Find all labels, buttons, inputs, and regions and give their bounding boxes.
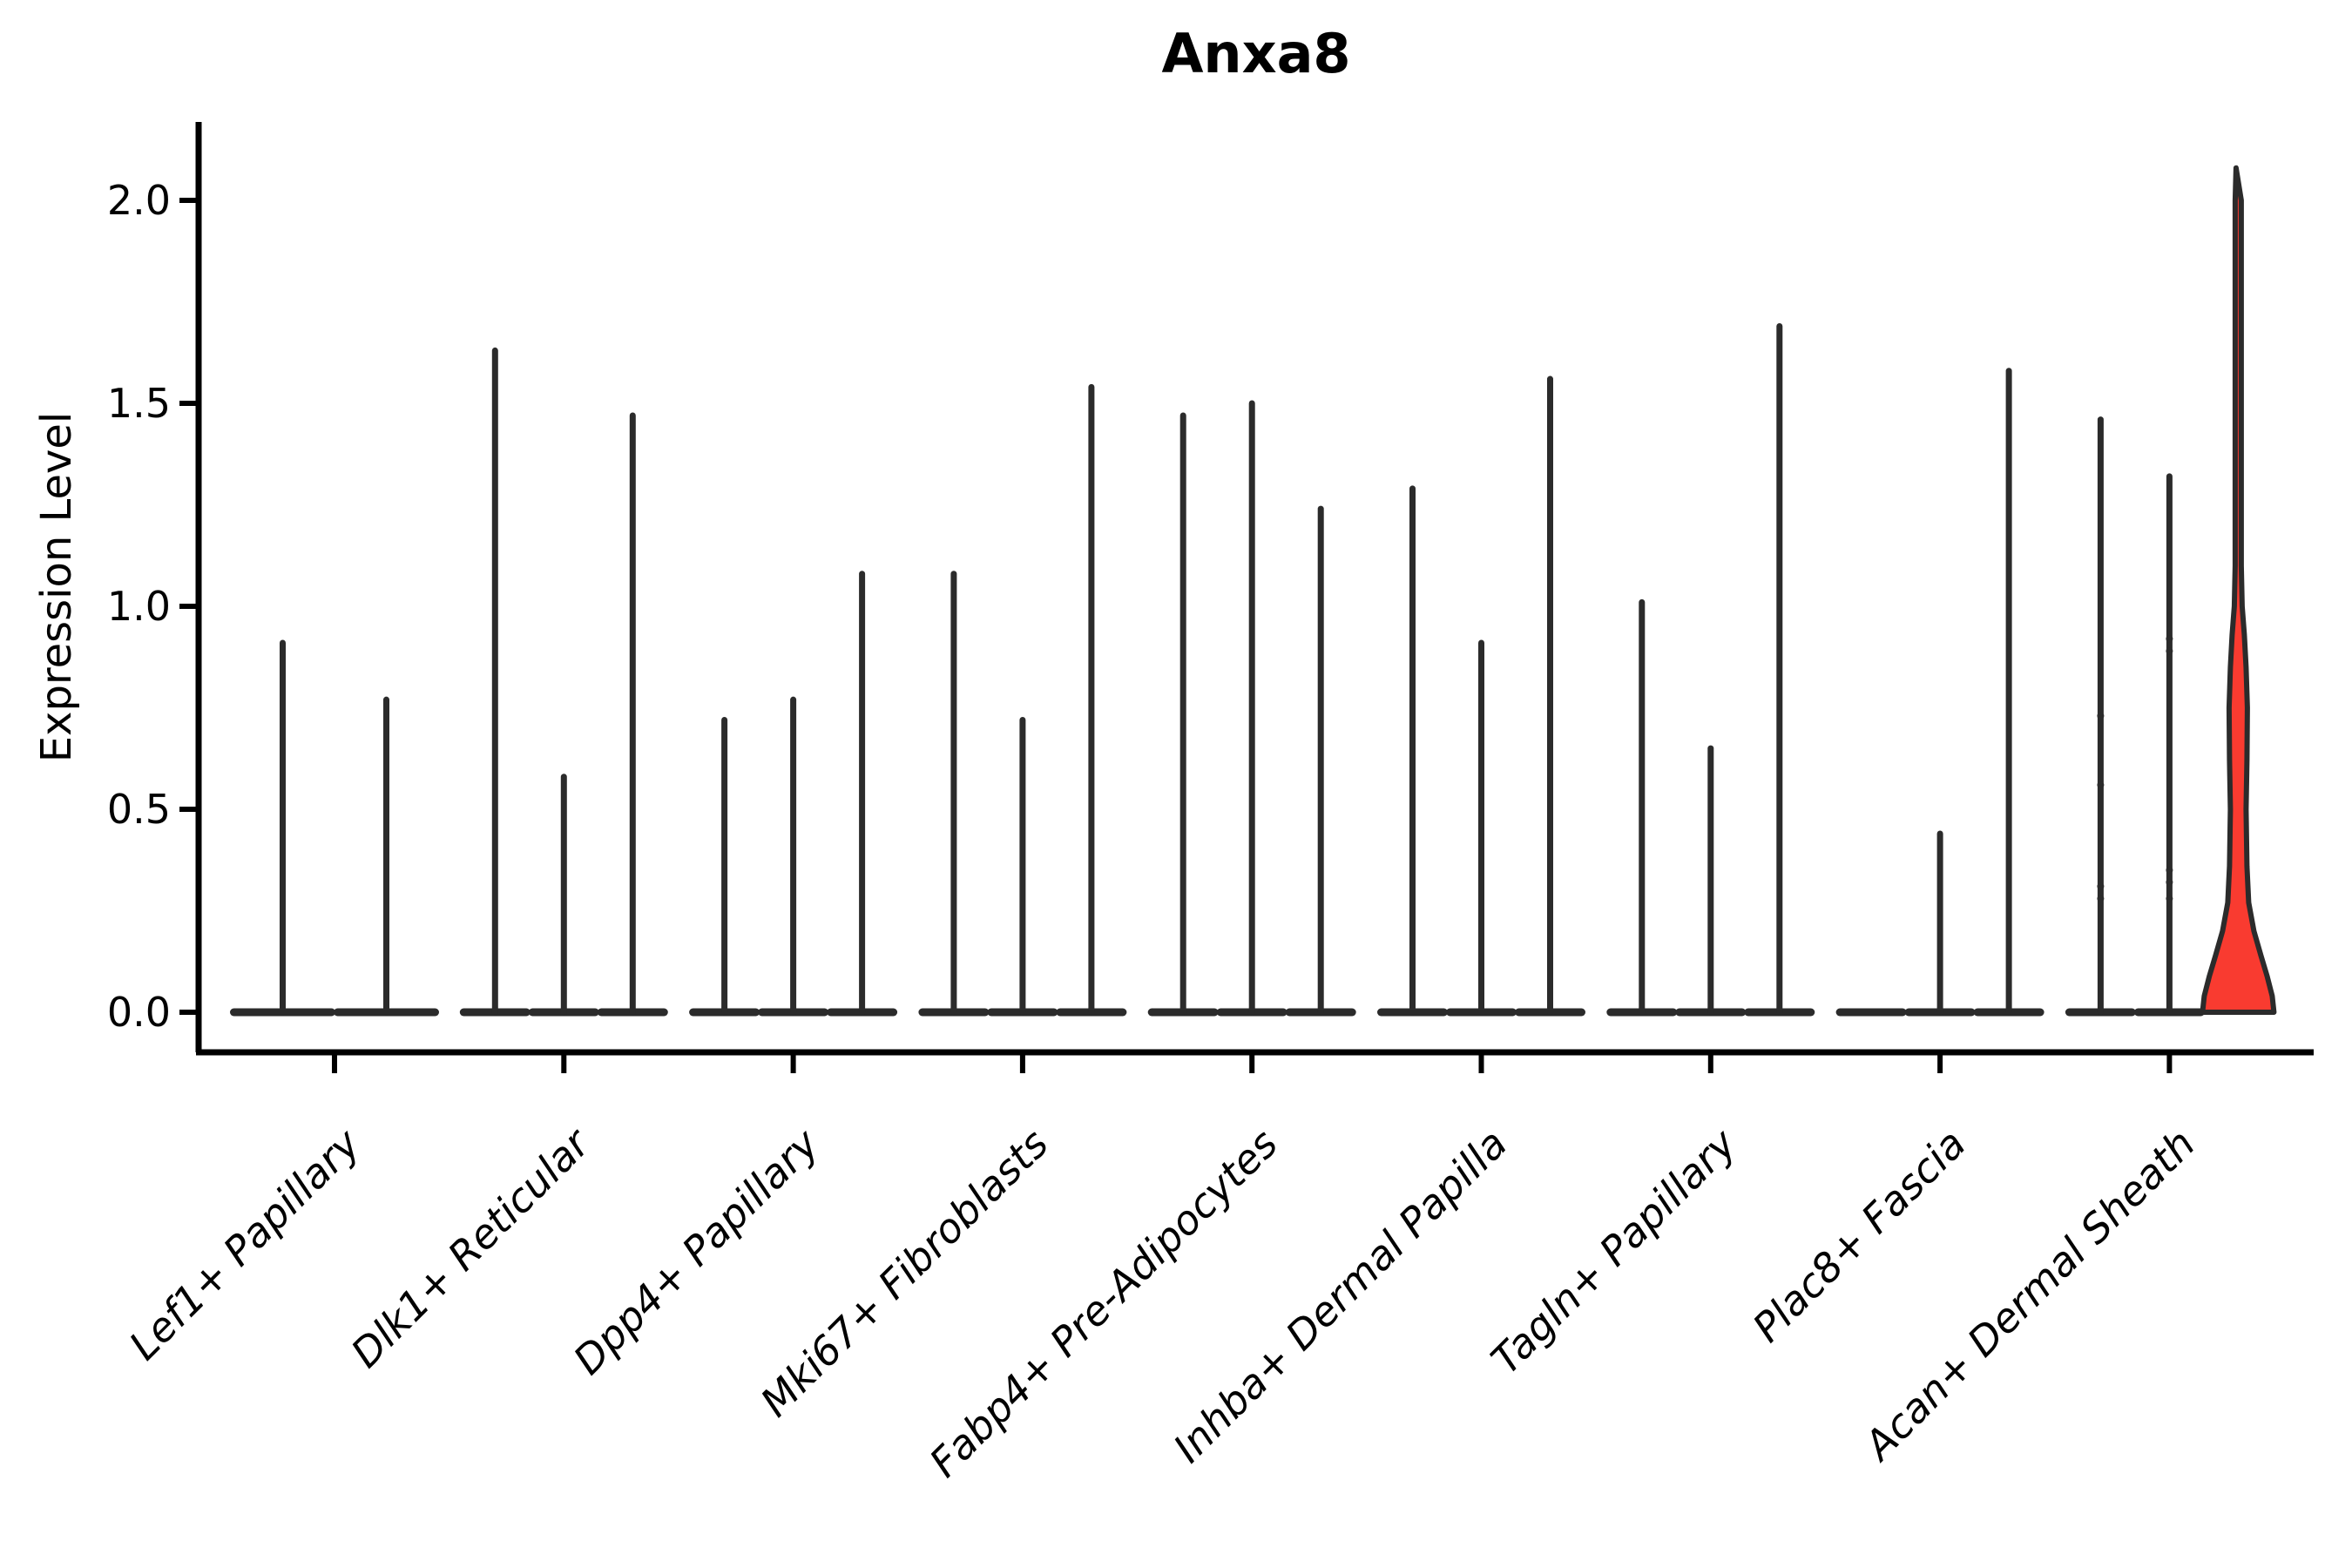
- cell-point: [2097, 781, 2105, 789]
- cell-point: [2166, 635, 2173, 643]
- cell-point: [2097, 895, 2105, 902]
- violin-filled: [2200, 165, 2277, 1015]
- y-tick-label: 0.0: [107, 989, 171, 1036]
- x-tick-label: Dpp4+ Papillary: [564, 1119, 828, 1383]
- y-tick-label: 2.0: [107, 177, 171, 224]
- x-tick-label: Plac8+ Fascia: [1743, 1120, 1974, 1351]
- cell-point: [2166, 878, 2173, 886]
- cell-point: [2097, 882, 2105, 890]
- cell-point: [2166, 866, 2173, 874]
- cell-point: [2097, 712, 2105, 720]
- x-tick-label: Lef1+ Papillary: [120, 1119, 369, 1369]
- cell-point: [2166, 647, 2173, 655]
- x-tick-label: Tagln+ Papillary: [1482, 1119, 1746, 1383]
- x-tick-label: Dlk1+ Reticular: [341, 1118, 600, 1376]
- y-tick-label: 1.0: [107, 583, 171, 630]
- y-tick-label: 0.5: [107, 786, 171, 833]
- cell-point: [2166, 895, 2173, 902]
- y-tick-label: 1.5: [107, 380, 171, 427]
- chart-title: Anxa8: [1161, 22, 1351, 85]
